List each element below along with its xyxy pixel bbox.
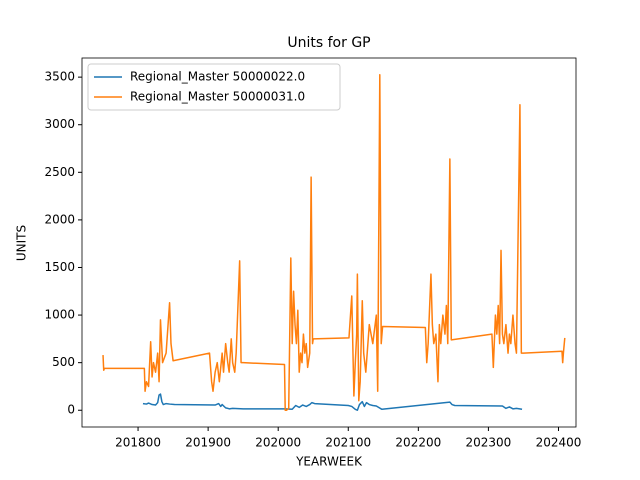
- legend-box: [87, 63, 341, 111]
- plot-frame: [81, 57, 577, 428]
- x-axis-label: YEARWEEK: [295, 455, 363, 469]
- legend-label: Regional_Master 50000031.0: [130, 90, 305, 104]
- x-tick-label: 202100: [325, 436, 371, 450]
- y-tick-label: 1000: [44, 308, 75, 322]
- x-tick-label: 202300: [466, 436, 512, 450]
- y-tick-label: 2500: [44, 165, 75, 179]
- y-tick-label: 3500: [44, 70, 75, 84]
- x-tick-label: 202000: [255, 436, 301, 450]
- x-tick-label: 201900: [185, 436, 231, 450]
- y-tick-label: 2000: [44, 212, 75, 226]
- legend-label: Regional_Master 50000022.0: [130, 70, 305, 84]
- y-tick-label: 1500: [44, 260, 75, 274]
- chart-title: Units for GP: [287, 35, 370, 51]
- x-tick-label: 202200: [395, 436, 441, 450]
- x-tick-label: 202400: [536, 436, 582, 450]
- line: [102, 74, 566, 411]
- y-tick-label: 0: [67, 403, 75, 417]
- y-tick-label: 3000: [44, 117, 75, 131]
- x-tick-label: 201800: [115, 436, 161, 450]
- y-tick-label: 500: [52, 355, 75, 369]
- line: [142, 393, 523, 411]
- y-axis-label: UNITS: [15, 225, 29, 261]
